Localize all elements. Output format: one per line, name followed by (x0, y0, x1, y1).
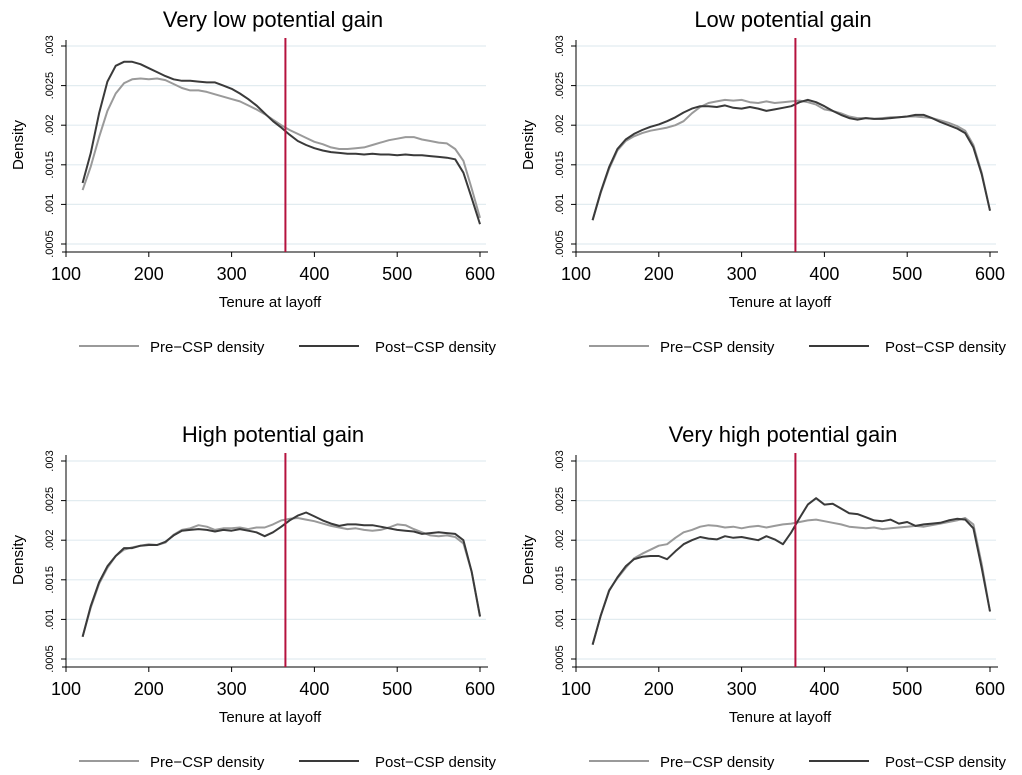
y-tick-label: .002 (44, 529, 56, 550)
x-axis-label: Tenure at layoff (219, 709, 322, 726)
x-tick-label: 500 (382, 264, 412, 284)
x-tick-label: 300 (727, 264, 757, 284)
x-tick-label: 200 (644, 264, 674, 284)
legend-label-pre: Pre−CSP density (150, 339, 265, 356)
pre-csp-density-line (591, 517, 991, 645)
x-axis-label: Tenure at layoff (219, 294, 322, 311)
chart-panel-4: Very high potential gain .0005 .001 .0015 .0… (520, 422, 1007, 771)
y-tick-label: .0025 (44, 487, 56, 515)
y-axis-label: Density (520, 534, 537, 585)
post-csp-density-line (81, 60, 481, 225)
y-tick-label: .003 (554, 35, 566, 56)
legend: Pre−CSP density Post−CSP density (589, 339, 1007, 356)
chart-title: Very high potential gain (669, 422, 898, 447)
legend-label-post: Post−CSP density (885, 339, 1007, 356)
x-tick-label: 600 (975, 679, 1005, 699)
x-axis-label: Tenure at layoff (729, 294, 832, 311)
legend-label-pre: Pre−CSP density (660, 754, 775, 771)
chart-panel-1: Very low potential gain .0005 .001 .0015 .00… (10, 7, 497, 356)
post-csp-density-line (591, 497, 991, 645)
x-tick-label: 100 (51, 679, 81, 699)
y-tick-label: .001 (554, 609, 566, 630)
x-tick-label: 600 (465, 264, 495, 284)
chart-panel-2: Low potential gain .0005 .001 .0015 .002 .002… (520, 7, 1007, 356)
x-tick-label: 200 (134, 264, 164, 284)
y-tick-label: .0025 (554, 487, 566, 515)
legend: Pre−CSP density Post−CSP density (589, 754, 1007, 771)
chart-title: Very low potential gain (163, 7, 383, 32)
x-tick-label: 200 (644, 679, 674, 699)
x-tick-label: 500 (892, 264, 922, 284)
x-tick-label: 400 (299, 679, 329, 699)
x-tick-label: 100 (561, 679, 591, 699)
x-tick-label: 500 (382, 679, 412, 699)
y-tick-label: .003 (554, 450, 566, 471)
y-tick-label: .0025 (44, 72, 56, 100)
chart-panel-3: High potential gain .0005 .001 .0015 .002 .00… (10, 422, 497, 771)
legend-label-pre: Pre−CSP density (660, 339, 775, 356)
legend: Pre−CSP density Post−CSP density (79, 339, 497, 356)
y-tick-label: .0005 (554, 645, 566, 673)
x-tick-label: 100 (561, 264, 591, 284)
x-tick-label: 400 (809, 264, 839, 284)
post-csp-density-line (81, 511, 481, 638)
y-tick-label: .0015 (44, 151, 56, 179)
x-tick-label: 400 (299, 264, 329, 284)
post-csp-density-line (591, 98, 991, 221)
legend-label-post: Post−CSP density (375, 339, 497, 356)
y-tick-label: .0015 (554, 566, 566, 594)
y-axis-label: Density (520, 119, 537, 170)
y-tick-label: .0015 (554, 151, 566, 179)
y-axis-label: Density (10, 119, 27, 170)
legend-label-post: Post−CSP density (885, 754, 1007, 771)
x-tick-label: 300 (217, 679, 247, 699)
x-tick-label: 500 (892, 679, 922, 699)
y-tick-label: .001 (44, 609, 56, 630)
x-tick-label: 100 (51, 264, 81, 284)
pre-csp-density-line (591, 98, 991, 221)
y-tick-label: .0005 (44, 645, 56, 673)
chart-title: High potential gain (182, 422, 364, 447)
y-tick-label: .0005 (44, 230, 56, 258)
x-tick-label: 600 (975, 264, 1005, 284)
y-tick-label: .001 (44, 194, 56, 215)
y-tick-label: .0025 (554, 72, 566, 100)
y-tick-label: .003 (44, 450, 56, 471)
x-tick-label: 600 (465, 679, 495, 699)
y-tick-label: .003 (44, 35, 56, 56)
y-tick-label: .002 (554, 114, 566, 135)
pre-csp-density-line (81, 77, 481, 219)
y-tick-label: .001 (554, 194, 566, 215)
y-tick-label: .002 (554, 529, 566, 550)
x-tick-label: 200 (134, 679, 164, 699)
legend-label-pre: Pre−CSP density (150, 754, 265, 771)
x-tick-label: 300 (217, 264, 247, 284)
y-axis-label: Density (10, 534, 27, 585)
y-tick-label: .0005 (554, 230, 566, 258)
y-tick-label: .0015 (44, 566, 56, 594)
legend-label-post: Post−CSP density (375, 754, 497, 771)
legend: Pre−CSP density Post−CSP density (79, 754, 497, 771)
x-axis-label: Tenure at layoff (729, 709, 832, 726)
chart-title: Low potential gain (694, 7, 871, 32)
x-tick-label: 300 (727, 679, 757, 699)
x-tick-label: 400 (809, 679, 839, 699)
y-tick-label: .002 (44, 114, 56, 135)
